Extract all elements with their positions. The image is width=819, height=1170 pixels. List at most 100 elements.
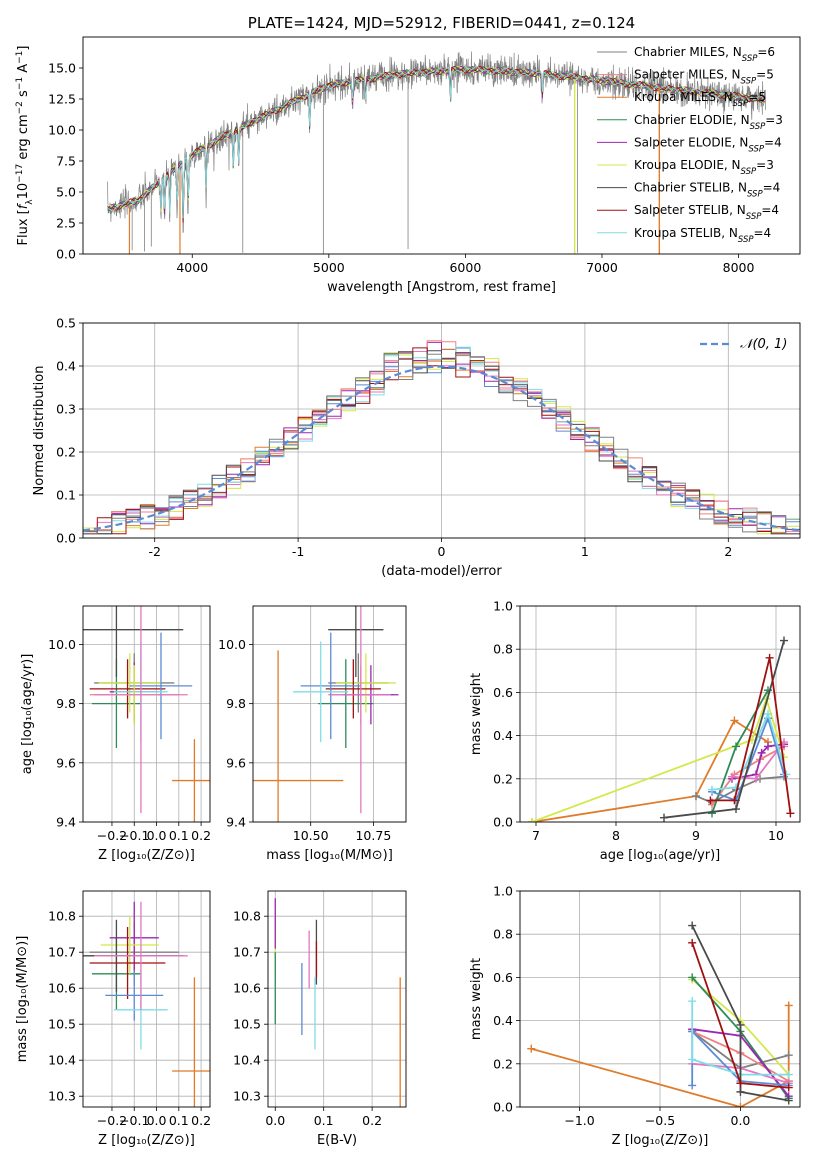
- x-tick-label: 0.2: [191, 1113, 211, 1128]
- series-marker: [728, 772, 736, 781]
- series-line: [691, 1001, 789, 1076]
- series-line: [663, 640, 785, 819]
- legend-label: Chabrier STELIB, N: [634, 181, 747, 195]
- legend-entry: Salpeter ELODIE, NSSP=4: [634, 135, 782, 154]
- x-tick-label: 0.1: [314, 1113, 334, 1128]
- y-axis-label-part: f: [16, 202, 31, 209]
- series-marker: [784, 1001, 793, 1010]
- y-tick-label: 10.8: [48, 909, 76, 924]
- y-tick-label: 0.2: [493, 771, 513, 786]
- axes-frame: [82, 605, 211, 823]
- y-tick-label: 7.5: [56, 154, 76, 169]
- y-axis-label-part: −2: [15, 101, 25, 114]
- series-marker: [736, 1079, 745, 1088]
- y-tick-label: 12.5: [48, 92, 76, 107]
- legend-label: 𝒩(0, 1): [740, 337, 787, 352]
- x-tick-label: 5000: [313, 260, 345, 275]
- series-marker: [688, 973, 697, 982]
- legend-sub: SSP: [738, 235, 754, 245]
- x-tick-label: −0.5: [645, 1113, 675, 1128]
- y-tick-label: 0.2: [56, 445, 76, 460]
- series-line: [710, 657, 792, 814]
- x-tick-label: 0.2: [191, 828, 211, 843]
- y-axis-label: mass weight: [469, 958, 484, 1040]
- y-tick-label: 0.0: [493, 1100, 513, 1115]
- axes-mass-vs-Z: −0.2−0.10.0 0.1 0.2 10.3 10.4 10.5 10.6 10.7 10.…: [15, 890, 211, 1148]
- y-tick-label: 2.5: [56, 216, 76, 231]
- y-tick-label: 9.6: [226, 755, 246, 770]
- axes-weight-vs-Z: −1.0 −0.5 0.0 0.0 0.2 0.4 0.6 0.8 1.0 Z [log₁₀(Z/…: [469, 884, 801, 1148]
- plot-area: [528, 636, 795, 822]
- series-marker: [736, 1087, 745, 1096]
- legend-sub: SSP: [746, 212, 762, 222]
- y-tick-label: 1.0: [493, 884, 513, 899]
- series-marker: [757, 748, 766, 757]
- y-tick-label: 0.1: [56, 488, 76, 503]
- series-line: [691, 925, 789, 1102]
- legend-entry: Chabrier MILES, NSSP=6: [634, 45, 775, 64]
- y-tick-label: 5.0: [56, 185, 76, 200]
- y-axis-label: Normed distribution: [32, 366, 47, 496]
- series-marker: [784, 1096, 793, 1105]
- series-marker: [688, 938, 697, 947]
- x-tick-label: −0.1: [119, 1113, 149, 1128]
- series-marker: [784, 1083, 793, 1092]
- spectrum-model-line: [107, 65, 766, 219]
- x-tick-label: 9: [692, 828, 700, 843]
- normal-curve: [83, 365, 800, 532]
- legend-value: =3: [756, 158, 774, 172]
- histogram-step: [83, 353, 800, 535]
- y-tick-label: 10.5: [233, 1017, 261, 1032]
- y-tick-label: 15.0: [48, 61, 76, 76]
- axes-spectrum: 4000 5000 6000 7000 8000 0.0 2.5 5.0 7.5 10.0 12.5…: [15, 14, 801, 295]
- x-tick-label: -2: [148, 544, 160, 559]
- legend-entry: Salpeter STELIB, NSSP=4: [634, 203, 779, 222]
- y-tick-label: 0.3: [56, 402, 76, 417]
- series-marker: [784, 1070, 793, 1079]
- legend-sub: SSP: [747, 190, 763, 200]
- y-tick-label: 1.0: [493, 599, 513, 614]
- x-tick-label: −0.2: [97, 828, 127, 843]
- series-marker: [706, 796, 715, 805]
- y-tick-label: 0.2: [493, 1056, 513, 1071]
- series-marker: [764, 710, 772, 718]
- legend-entry: Chabrier ELODIE, NSSP=3: [634, 113, 783, 132]
- legend-label: Salpeter MILES, N: [634, 68, 741, 82]
- legend-value: =6: [757, 45, 775, 59]
- plot-area: [274, 898, 401, 1107]
- legend-entry: Chabrier STELIB, NSSP=4: [634, 181, 780, 200]
- y-tick-label: 9.8: [56, 696, 76, 711]
- series-marker: [732, 783, 740, 792]
- x-tick-label: 7000: [586, 260, 618, 275]
- x-tick-label: −0.1: [119, 828, 149, 843]
- y-tick-label: 0.6: [493, 685, 513, 700]
- y-tick-label: 0.4: [493, 728, 513, 743]
- y-axis-label: mass weight: [469, 673, 484, 755]
- axes-frame: [252, 605, 407, 823]
- series-marker: [732, 742, 740, 751]
- legend-label: Chabrier MILES, N: [634, 45, 742, 59]
- series-marker: [688, 997, 697, 1006]
- y-tick-label: 9.6: [56, 755, 76, 770]
- series-marker: [730, 796, 739, 805]
- plot-area: [83, 340, 800, 535]
- x-tick-label: −0.2: [97, 1113, 127, 1128]
- y-tick-label: 10.3: [48, 1089, 76, 1104]
- y-axis-label-part: erg cm: [16, 114, 31, 163]
- legend-value: =4: [763, 181, 781, 195]
- y-tick-label: 0.4: [56, 359, 76, 374]
- series-marker: [752, 774, 760, 783]
- plot-area: [527, 921, 793, 1107]
- legend-label: Chabrier ELODIE, N: [634, 113, 750, 127]
- series-marker: [780, 636, 788, 645]
- legend-sub: SSP: [741, 167, 757, 177]
- y-tick-label: 10.5: [48, 1017, 76, 1032]
- plot-area: [83, 606, 210, 822]
- x-tick-label: 10.75: [355, 828, 391, 843]
- x-tick-label: 0.1: [169, 828, 189, 843]
- series-marker: [527, 1044, 536, 1053]
- series-marker: [736, 1103, 745, 1107]
- x-axis-label: (data-model)/error: [381, 564, 502, 579]
- y-tick-label: 10.6: [48, 981, 76, 996]
- legend-label: Salpeter STELIB, N: [634, 203, 746, 217]
